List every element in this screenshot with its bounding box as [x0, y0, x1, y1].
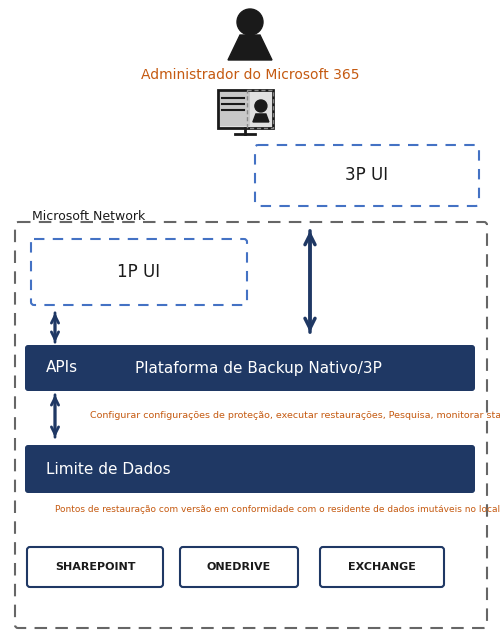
- Text: Pontos de restauração com versão em conformidade com o residente de dados imutáv: Pontos de restauração com versão em conf…: [55, 506, 500, 515]
- Polygon shape: [228, 35, 272, 60]
- Circle shape: [237, 9, 263, 35]
- Circle shape: [255, 100, 267, 112]
- FancyBboxPatch shape: [220, 92, 250, 126]
- FancyBboxPatch shape: [218, 90, 273, 128]
- FancyBboxPatch shape: [25, 445, 475, 493]
- Text: Limite de Dados: Limite de Dados: [46, 461, 170, 477]
- Text: Microsoft Network: Microsoft Network: [32, 209, 145, 223]
- Text: Plataforma de Backup Nativo/3P: Plataforma de Backup Nativo/3P: [136, 360, 382, 376]
- Text: Administrador do Microsoft 365: Administrador do Microsoft 365: [141, 68, 359, 82]
- Text: 3P UI: 3P UI: [346, 166, 389, 184]
- FancyBboxPatch shape: [180, 547, 298, 587]
- Polygon shape: [253, 114, 269, 122]
- FancyBboxPatch shape: [27, 547, 163, 587]
- Text: SHAREPOINT: SHAREPOINT: [55, 562, 135, 572]
- Text: 1P UI: 1P UI: [118, 263, 160, 281]
- Text: ONEDRIVE: ONEDRIVE: [207, 562, 271, 572]
- FancyBboxPatch shape: [320, 547, 444, 587]
- FancyBboxPatch shape: [25, 345, 475, 391]
- Text: APIs: APIs: [46, 360, 78, 376]
- Text: Configurar configurações de proteção, executar restaurações, Pesquisa, monitorar: Configurar configurações de proteção, ex…: [90, 412, 500, 420]
- Text: EXCHANGE: EXCHANGE: [348, 562, 416, 572]
